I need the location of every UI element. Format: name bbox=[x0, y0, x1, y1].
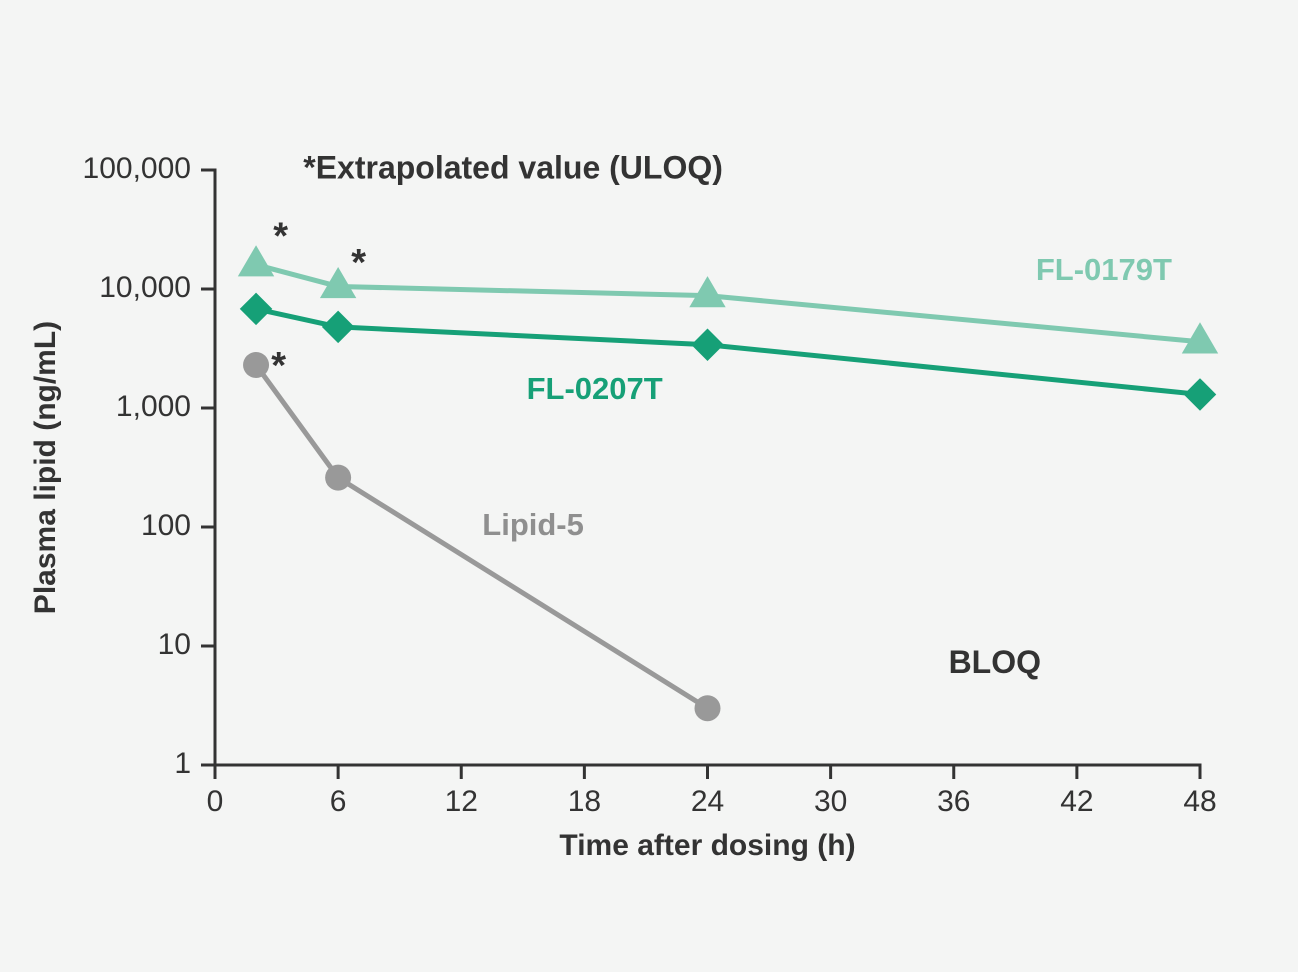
series-marker-Lipid-5 bbox=[243, 352, 269, 378]
series-label-FL-0207T: FL-0207T bbox=[527, 371, 663, 406]
series-marker-Lipid-5 bbox=[325, 465, 351, 491]
x-axis-title: Time after dosing (h) bbox=[559, 829, 855, 862]
x-tick-label: 48 bbox=[1183, 785, 1216, 818]
y-tick-label: 10,000 bbox=[99, 271, 191, 304]
x-tick-label: 6 bbox=[330, 785, 347, 818]
chart-background bbox=[0, 0, 1298, 972]
x-tick-label: 24 bbox=[691, 785, 724, 818]
series-marker-Lipid-5 bbox=[695, 695, 721, 721]
bloq-note: BLOQ bbox=[949, 644, 1041, 680]
uloq-star: * bbox=[351, 242, 366, 284]
series-label-Lipid-5: Lipid-5 bbox=[482, 507, 584, 542]
series-label-FL-0179T: FL-0179T bbox=[1036, 252, 1172, 287]
y-tick-label: 100,000 bbox=[83, 152, 191, 185]
x-tick-label: 30 bbox=[814, 785, 847, 818]
x-tick-label: 0 bbox=[207, 785, 224, 818]
y-tick-label: 1 bbox=[174, 747, 191, 780]
y-tick-label: 100 bbox=[141, 509, 191, 542]
chart-svg: 1 10 100 1,000 10,000 100,000 0 6 12 18 24 30 36 42 48… bbox=[0, 0, 1298, 972]
x-tick-label: 18 bbox=[568, 785, 601, 818]
uloq-note: *Extrapolated value (ULOQ) bbox=[303, 149, 723, 185]
y-axis-title: Plasma lipid (ng/mL) bbox=[29, 321, 62, 614]
uloq-star: * bbox=[273, 216, 288, 258]
x-tick-label: 12 bbox=[445, 785, 478, 818]
y-tick-label: 1,000 bbox=[116, 390, 191, 423]
y-tick-label: 10 bbox=[158, 628, 191, 661]
x-tick-label: 36 bbox=[937, 785, 970, 818]
uloq-star: * bbox=[271, 345, 286, 387]
x-tick-label: 42 bbox=[1060, 785, 1093, 818]
plasma-lipid-chart: 1 10 100 1,000 10,000 100,000 0 6 12 18 24 30 36 42 48… bbox=[0, 0, 1298, 972]
